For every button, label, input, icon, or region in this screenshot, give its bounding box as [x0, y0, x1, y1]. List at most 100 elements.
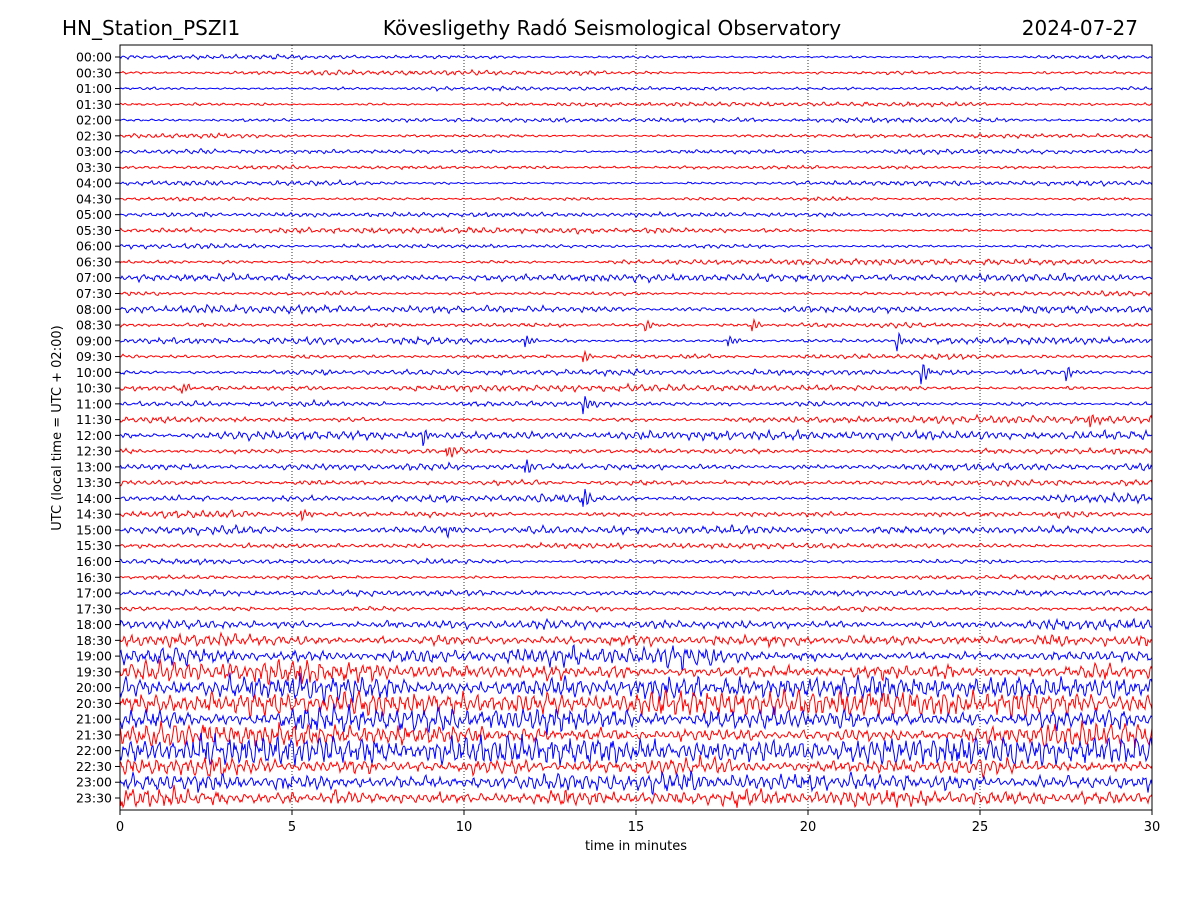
x-tick-label: 10 [456, 820, 473, 835]
y-tick-label: 22:00 [76, 743, 112, 758]
y-tick-label: 01:30 [76, 97, 112, 112]
trace-1730 [120, 605, 1152, 613]
x-tick-label: 20 [800, 820, 817, 835]
y-tick-label: 23:30 [76, 791, 112, 806]
trace-0230 [120, 132, 1152, 140]
trace-1000 [120, 364, 1152, 385]
trace-1500 [120, 523, 1152, 539]
y-tick-label: 09:30 [76, 349, 112, 364]
station-title: HN_Station_PSZI1 [62, 16, 240, 40]
trace-1030 [120, 382, 1152, 394]
y-tick-label: 06:00 [76, 239, 112, 254]
y-axis-label: UTC (local time = UTC + 02:00) [50, 325, 65, 530]
trace-0130 [120, 101, 1152, 108]
trace-1530 [120, 541, 1152, 550]
trace-0100 [120, 85, 1152, 92]
x-tick-label: 25 [972, 820, 989, 835]
y-tick-label: 21:00 [76, 712, 112, 727]
trace-0000 [120, 53, 1152, 61]
trace-2130 [120, 720, 1152, 749]
y-tick-label: 17:30 [76, 601, 112, 616]
trace-2100 [120, 703, 1152, 735]
trace-1700 [120, 588, 1152, 598]
y-tick-label: 18:30 [76, 633, 112, 648]
y-tick-label: 01:00 [76, 81, 112, 96]
trace-1130 [120, 413, 1152, 428]
y-tick-label: 19:30 [76, 664, 112, 679]
trace-0030 [120, 68, 1152, 77]
y-tick-label: 11:00 [76, 396, 112, 411]
trace-0730 [120, 289, 1152, 297]
trace-1830 [120, 631, 1152, 649]
y-tick-label: 16:30 [76, 570, 112, 585]
y-tick-label: 00:30 [76, 65, 112, 80]
trace-1800 [120, 617, 1152, 633]
y-tick-label: 00:00 [76, 50, 112, 65]
y-tick-label: 20:00 [76, 680, 112, 695]
y-tick-label: 02:00 [76, 113, 112, 128]
trace-0630 [120, 257, 1152, 267]
trace-0300 [120, 147, 1152, 156]
y-tick-label: 13:30 [76, 475, 112, 490]
y-tick-label: 16:00 [76, 554, 112, 569]
trace-0700 [120, 272, 1152, 284]
trace-0800 [120, 303, 1152, 315]
x-tick-label: 5 [288, 820, 296, 835]
y-tick-label: 14:30 [76, 507, 112, 522]
y-tick-label: 21:30 [76, 727, 112, 742]
x-tick-label: 30 [1144, 820, 1161, 835]
trace-0500 [120, 210, 1152, 219]
y-tick-label: 18:00 [76, 617, 112, 632]
y-tick-label: 12:30 [76, 444, 112, 459]
trace-2000 [120, 672, 1152, 705]
y-axis: 00:0000:3001:0001:3002:0002:3003:0003:30… [76, 50, 120, 806]
y-tick-label: 07:00 [76, 270, 112, 285]
x-tick-label: 15 [628, 820, 645, 835]
y-tick-label: 08:30 [76, 318, 112, 333]
trace-0830 [120, 317, 1152, 332]
y-tick-label: 07:30 [76, 286, 112, 301]
y-tick-label: 17:00 [76, 586, 112, 601]
trace-1930 [120, 658, 1152, 686]
trace-0600 [120, 242, 1152, 250]
y-tick-label: 05:00 [76, 207, 112, 222]
y-tick-label: 23:00 [76, 775, 112, 790]
y-tick-label: 10:00 [76, 365, 112, 380]
y-tick-label: 08:00 [76, 302, 112, 317]
trace-1100 [120, 396, 1152, 415]
trace-0400 [120, 179, 1152, 188]
y-tick-label: 15:30 [76, 538, 112, 553]
y-tick-label: 03:00 [76, 144, 112, 159]
x-tick-label: 0 [116, 820, 124, 835]
trace-1200 [120, 428, 1152, 447]
y-tick-label: 11:30 [76, 412, 112, 427]
trace-2330 [120, 784, 1152, 809]
x-axis-label: time in minutes [585, 839, 687, 854]
y-tick-label: 13:00 [76, 459, 112, 474]
y-tick-label: 20:30 [76, 696, 112, 711]
grid-lines [291, 45, 981, 810]
trace-1330 [120, 478, 1152, 488]
y-tick-label: 10:30 [76, 381, 112, 396]
y-tick-label: 12:00 [76, 428, 112, 443]
y-tick-label: 05:30 [76, 223, 112, 238]
trace-1900 [120, 644, 1152, 671]
trace-1400 [120, 488, 1152, 507]
y-tick-label: 02:30 [76, 128, 112, 143]
y-tick-label: 19:00 [76, 649, 112, 664]
y-tick-label: 04:00 [76, 176, 112, 191]
trace-1430 [120, 508, 1152, 522]
traces [120, 53, 1152, 809]
trace-2230 [120, 754, 1152, 778]
y-tick-label: 15:00 [76, 522, 112, 537]
y-tick-label: 03:30 [76, 160, 112, 175]
x-axis: 0 5 10 15 20 25 30 [116, 810, 1160, 835]
trace-0200 [120, 116, 1152, 124]
trace-1600 [120, 557, 1152, 566]
trace-1230 [120, 446, 1152, 458]
y-tick-label: 09:00 [76, 333, 112, 348]
trace-1630 [120, 573, 1152, 581]
y-tick-label: 06:30 [76, 254, 112, 269]
observatory-title: Kövesligethy Radó Seismological Observat… [383, 16, 841, 40]
